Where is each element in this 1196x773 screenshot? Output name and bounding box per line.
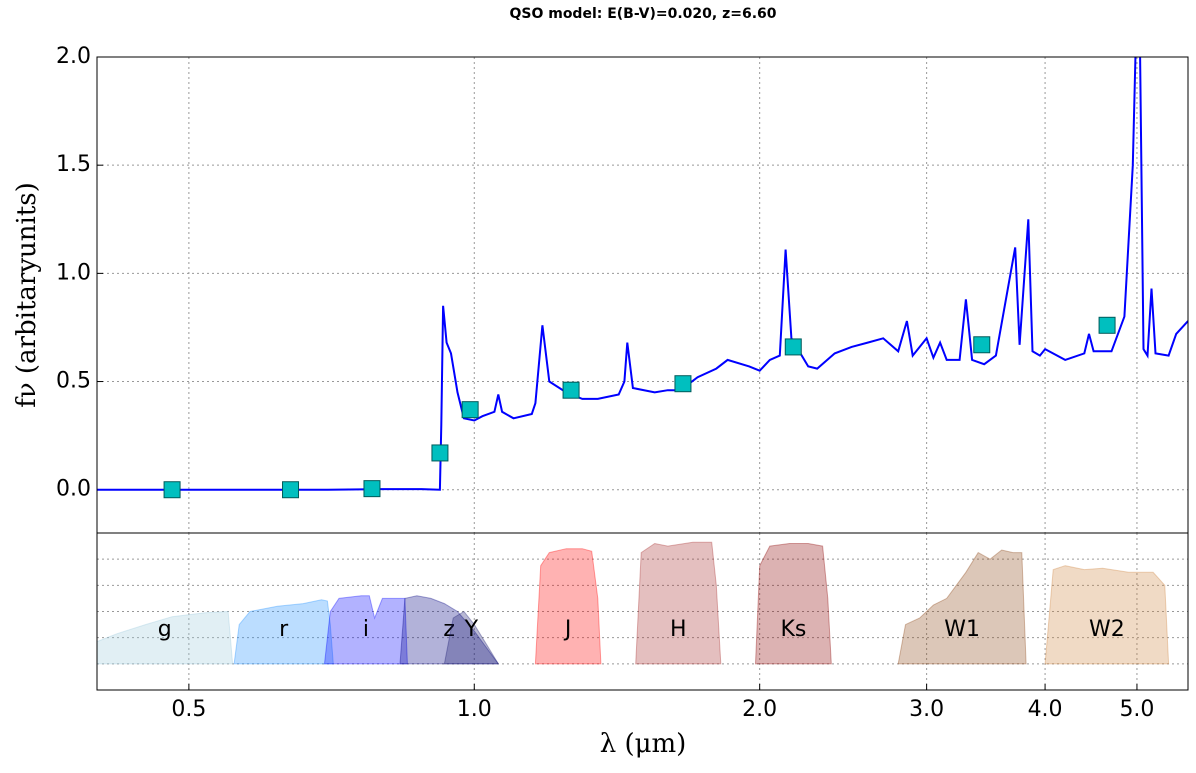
filter-curve (443, 610, 499, 665)
filter-label: W1 (944, 617, 980, 642)
photometry-point (431, 444, 449, 462)
x-axis-label: λ (μm) (600, 729, 687, 759)
filter-curve (635, 541, 722, 665)
filter-curve (897, 549, 1027, 665)
photometry-point (461, 401, 479, 419)
filter-curve (755, 543, 832, 665)
x-tick-label: 2.0 (742, 697, 777, 722)
y-axis-label: fν (arbitaryunits) (12, 182, 42, 408)
filter-label: W2 (1089, 617, 1125, 642)
filter-curve (324, 595, 408, 665)
x-tick-label: 5.0 (1119, 697, 1154, 722)
filter-label: z (443, 617, 455, 642)
filter-label: Y (464, 617, 479, 642)
photometry-point (1098, 316, 1116, 334)
filter-label: g (158, 617, 172, 642)
y-tick-label: 1.5 (56, 152, 91, 177)
filter-curve (233, 599, 334, 665)
filter-label: Ks (780, 617, 806, 642)
y-tick-label: 0.0 (56, 477, 91, 502)
x-tick-label: 3.0 (909, 697, 944, 722)
filter-curve (534, 548, 602, 665)
filter-curve (399, 595, 499, 665)
plot-layer: 0.5 1.0 2.0 3.0 4.0 5.0 0.0 0.5 1.0 1.5 2.0 g r i z Y J H… (56, 44, 1188, 722)
photometry-point (784, 338, 802, 356)
chart-title: QSO model: E(B-V)=0.020, z=6.60 (509, 6, 776, 22)
plot-clip (97, 57, 1188, 499)
filter-curve (1044, 565, 1170, 665)
photometry-point (973, 336, 991, 354)
x-tick-label: 4.0 (1028, 697, 1063, 722)
filter-label: J (563, 617, 572, 642)
filter-label: i (363, 617, 369, 642)
x-tick-label: 1.0 (457, 697, 492, 722)
photometry-point (562, 381, 580, 399)
photometry-point (674, 375, 692, 393)
photometry-point (282, 481, 300, 499)
bottom-frame (96, 532, 1189, 691)
x-tick-label: 0.5 (171, 697, 206, 722)
y-tick-label: 1.0 (56, 260, 91, 285)
photometry-point (363, 480, 381, 498)
y-tick-label: 2.0 (56, 44, 91, 69)
y-tick-label: 0.5 (56, 369, 91, 394)
filter-label: H (670, 617, 687, 642)
filter-label: r (279, 617, 289, 642)
top-frame (96, 56, 1189, 534)
photometry-point (163, 481, 181, 499)
spectrum-line (97, 57, 1188, 491)
filter-curve (96, 610, 234, 665)
